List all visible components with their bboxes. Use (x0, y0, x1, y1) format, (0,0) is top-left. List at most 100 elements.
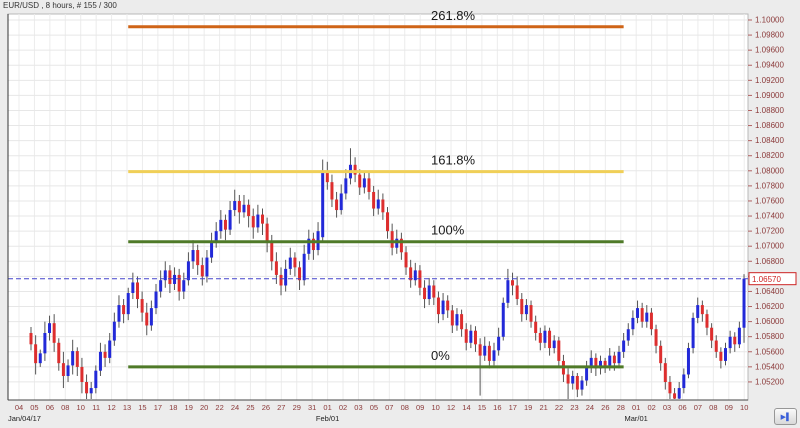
candle-body (399, 238, 403, 253)
candle-body (154, 291, 158, 309)
time-axis-label: 26 (262, 403, 270, 412)
candle-body (94, 370, 98, 389)
candle-body (497, 336, 501, 351)
candle-body (409, 267, 413, 281)
candle-body (89, 388, 93, 394)
price-axis-label: 1.05800 (755, 332, 784, 341)
candle-body (589, 357, 593, 367)
candle-body (598, 360, 602, 369)
time-axis-label: 20 (200, 403, 208, 412)
candle-body (108, 340, 112, 358)
candle-body (464, 329, 468, 343)
candle-body (501, 302, 505, 337)
price-axis-label: 1.08600 (755, 121, 784, 130)
time-axis-label: 18 (169, 403, 177, 412)
candle-body (29, 332, 33, 345)
time-axis-label: 31 (308, 403, 316, 412)
candle-body (372, 191, 376, 209)
candle-body (580, 380, 584, 390)
price-axis-label: 1.08200 (755, 151, 784, 160)
fib-label-100%: 100% (431, 223, 465, 238)
month-label: Feb/01 (316, 414, 339, 423)
candle-body (265, 223, 269, 243)
time-axis-label: 25 (246, 403, 254, 412)
price-axis-label: 1.07000 (755, 242, 784, 251)
time-axis-label: 09 (416, 403, 424, 412)
time-axis-label: 13 (123, 403, 131, 412)
candle-body (413, 270, 417, 281)
time-axis-label: 17 (154, 403, 162, 412)
candle-body (742, 278, 746, 328)
time-axis-label: 27 (277, 403, 285, 412)
candle-body (469, 330, 473, 343)
candle-body (395, 238, 399, 248)
time-axis-label: 01 (632, 403, 640, 412)
candle-body (663, 363, 667, 383)
candle-body (247, 204, 251, 217)
candle-body (145, 312, 149, 326)
candle-body (284, 268, 288, 286)
candle-body (659, 345, 663, 364)
candle-body (585, 366, 589, 381)
candle-body (302, 253, 306, 281)
candle-body (728, 336, 732, 349)
candle-body (386, 212, 390, 232)
candle-body (520, 299, 524, 315)
candle-body (677, 388, 681, 399)
candle-body (196, 250, 200, 266)
candle-body (173, 274, 177, 284)
candle-body (75, 351, 79, 367)
candle-body (455, 314, 459, 326)
time-axis-label: 17 (509, 403, 517, 412)
price-axis-label: 1.06000 (755, 317, 784, 326)
price-axis-label: 1.05200 (755, 377, 784, 386)
candle-body (233, 201, 237, 211)
candle-body (423, 287, 427, 300)
candle-body (473, 330, 477, 345)
step-forward-button[interactable]: ▶▌ (774, 408, 797, 425)
candle-body (163, 270, 167, 281)
candle-body (404, 252, 408, 268)
price-axis-label: 1.10000 (755, 16, 784, 25)
candle-body (733, 336, 737, 345)
price-axis-label: 1.07400 (755, 212, 784, 221)
candle-body (543, 330, 547, 343)
time-axis-label: 24 (586, 403, 594, 412)
time-axis-label: 03 (663, 403, 671, 412)
time-axis-label: 03 (354, 403, 362, 412)
candle-body (38, 353, 42, 364)
candle-body (631, 317, 635, 330)
candle-body (34, 344, 38, 364)
time-axis-label: 02 (339, 403, 347, 412)
time-axis-label: 11 (92, 403, 100, 412)
candle-body (566, 374, 570, 384)
candle-body (358, 174, 362, 188)
candle-body (649, 312, 653, 330)
candle-body (446, 300, 450, 311)
time-axis-label: 14 (462, 403, 470, 412)
candle-body (640, 308, 644, 322)
time-axis-label: 22 (215, 403, 223, 412)
time-axis-label: 05 (370, 403, 378, 412)
price-axis-label: 1.06400 (755, 287, 784, 296)
candle-body (307, 238, 311, 254)
candle-body (714, 340, 718, 352)
candle-body (80, 366, 84, 383)
candle-body (251, 216, 255, 228)
candle-body (159, 280, 163, 292)
candle-body (353, 164, 357, 175)
candle-body (673, 393, 677, 399)
candle-body (210, 242, 214, 258)
time-axis-label: 07 (385, 403, 393, 412)
candle-body (325, 170, 329, 183)
candle-body (603, 360, 607, 366)
time-axis-label: 19 (524, 403, 532, 412)
price-axis-label: 1.09000 (755, 91, 784, 100)
candle-body (321, 170, 325, 238)
time-axis-label: 29 (293, 403, 301, 412)
candle-body (441, 300, 445, 315)
candle-body (654, 329, 658, 346)
price-axis-label: 1.06200 (755, 302, 784, 311)
